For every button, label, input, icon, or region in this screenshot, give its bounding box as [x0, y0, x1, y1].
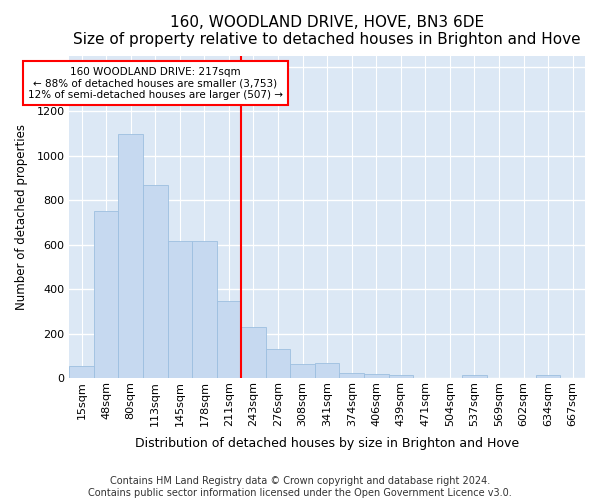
Bar	[167, 242, 192, 378]
Bar	[192, 242, 217, 378]
Bar	[217, 300, 241, 378]
Bar	[70, 366, 94, 378]
Bar	[364, 374, 389, 378]
Bar	[315, 362, 340, 378]
Bar	[266, 348, 290, 378]
Y-axis label: Number of detached properties: Number of detached properties	[15, 124, 28, 310]
Title: 160, WOODLAND DRIVE, HOVE, BN3 6DE
Size of property relative to detached houses : 160, WOODLAND DRIVE, HOVE, BN3 6DE Size …	[73, 15, 581, 48]
Bar	[118, 134, 143, 378]
Bar	[462, 376, 487, 378]
Bar	[94, 211, 118, 378]
Bar	[290, 364, 315, 378]
Bar	[536, 376, 560, 378]
Text: 160 WOODLAND DRIVE: 217sqm
← 88% of detached houses are smaller (3,753)
12% of s: 160 WOODLAND DRIVE: 217sqm ← 88% of deta…	[28, 66, 283, 100]
Text: Contains HM Land Registry data © Crown copyright and database right 2024.
Contai: Contains HM Land Registry data © Crown c…	[88, 476, 512, 498]
X-axis label: Distribution of detached houses by size in Brighton and Hove: Distribution of detached houses by size …	[135, 437, 519, 450]
Bar	[241, 328, 266, 378]
Bar	[389, 375, 413, 378]
Bar	[340, 372, 364, 378]
Bar	[143, 185, 167, 378]
